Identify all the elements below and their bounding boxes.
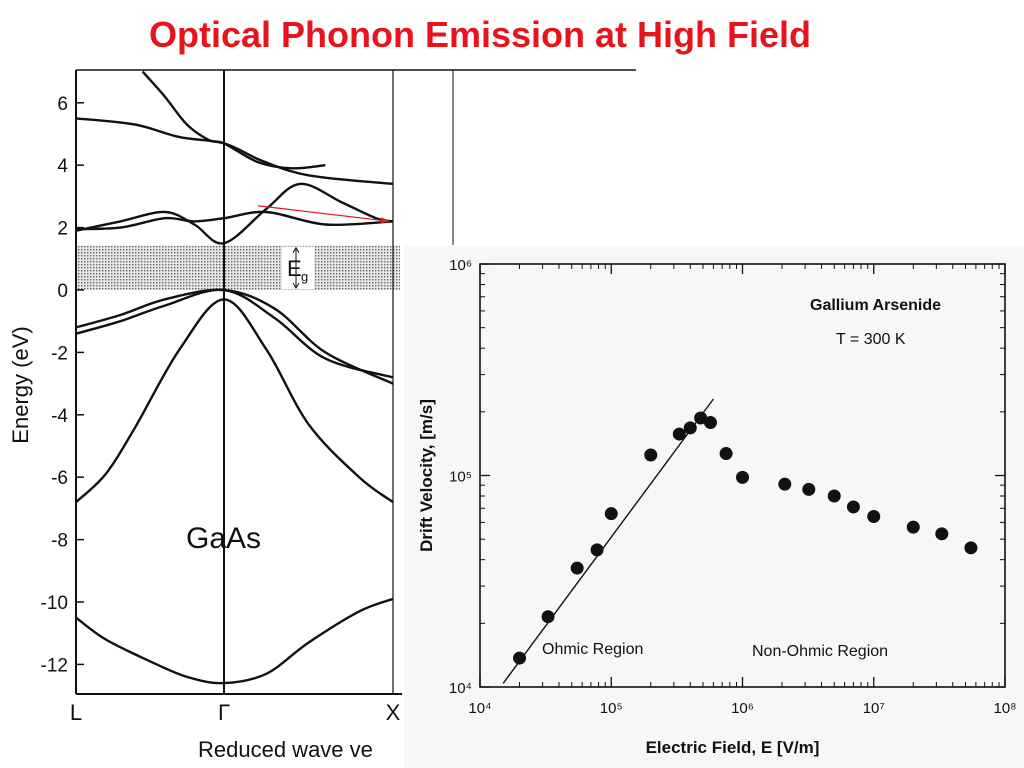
velocity-chart-panel: 10⁴ 10⁵ 10⁶ 10⁷ 10⁸ 10⁴ 10⁵ 10⁶ Electric Field, … [404, 246, 1024, 768]
band-x-tick-label: Γ [218, 700, 230, 725]
band-x-axis-label: Reduced wave ve [198, 737, 373, 762]
band-y-tick-label: 4 [57, 156, 68, 177]
band-curve-4 [76, 288, 394, 385]
vel-x-tick-label: 10⁸ [993, 700, 1016, 717]
vel-x-tick-label: 10⁶ [731, 700, 754, 717]
vel-data-point [644, 448, 658, 462]
vel-y-axis-label: Drift Velocity, [m/s] [417, 399, 436, 552]
vel-data-point [590, 543, 604, 557]
vel-data-point [541, 610, 555, 624]
vel-data-point [703, 416, 717, 430]
vel-x-axis-label: Electric Field, E [V/m] [646, 738, 820, 757]
band-curve-7 [76, 117, 394, 186]
band-y-tick-label: 6 [57, 94, 68, 115]
transfer-arrow [257, 205, 390, 222]
vel-data-point [802, 482, 816, 496]
vel-data-point [719, 447, 733, 461]
band-y-tick-label: -10 [41, 593, 68, 614]
band-curve-1 [76, 597, 394, 685]
vel-data-point [513, 651, 527, 665]
band-x-tick-label: L [70, 700, 82, 725]
band-y-axis-label: Energy (eV) [8, 326, 33, 443]
non-ohmic-region-label: Non-Ohmic Region [752, 643, 888, 660]
drift-velocity-chart: 10⁴ 10⁵ 10⁶ 10⁷ 10⁸ 10⁴ 10⁵ 10⁶ Electric Field, … [417, 257, 1017, 757]
band-y-tick-label: -6 [51, 468, 68, 489]
band-curves [76, 70, 394, 685]
band-curve-2 [76, 298, 394, 504]
gap-label-box [282, 246, 314, 289]
vel-data-point [964, 541, 978, 555]
vel-data-point [935, 527, 949, 541]
band-gap-region [76, 245, 400, 290]
vel-chart-subtitle: T = 300 K [836, 331, 906, 348]
band-y-tick-label: -12 [41, 655, 68, 676]
band-y-tick-label: 0 [57, 281, 68, 302]
vel-x-tick-label: 10⁵ [600, 700, 623, 717]
vel-y-tick-label: 10⁶ [449, 257, 472, 274]
vel-x-tick-label: 10⁴ [468, 700, 491, 717]
band-y-tick-label: 2 [57, 219, 68, 240]
ohmic-fit-line [502, 398, 714, 684]
ohmic-region-label: Ohmic Region [542, 641, 643, 658]
vel-data-point [906, 520, 920, 534]
band-y-tick-label: -2 [51, 343, 68, 364]
band-x-tick-label: X [386, 700, 401, 725]
vel-x-tick-label: 10⁷ [863, 700, 885, 717]
vel-data-point [694, 411, 708, 425]
vel-data-point [846, 500, 860, 514]
vel-data-point [827, 489, 841, 503]
vel-data-point [736, 470, 749, 484]
band-y-tick-label: -8 [51, 531, 68, 552]
band-curve-6 [76, 210, 394, 231]
slide-title: Optical Phonon Emission at High Field [148, 14, 812, 55]
vel-data-point [867, 509, 881, 523]
gap-label-sub: g [301, 269, 308, 284]
vel-y-tick-label: 10⁵ [449, 469, 472, 486]
vel-data-point [672, 427, 686, 441]
gap-arrow-head-bottom [292, 282, 300, 289]
band-curve-8 [141, 70, 326, 170]
vel-data-point [570, 561, 584, 575]
gap-arrow-head-top [292, 246, 300, 253]
band-y-tick-label: -4 [51, 406, 68, 427]
vel-data-point [778, 477, 792, 491]
vel-data-point [683, 421, 697, 435]
transfer-arrow-head [380, 217, 390, 224]
material-label: GaAs [186, 522, 261, 555]
vel-y-tick-label: 10⁴ [449, 680, 472, 697]
vel-chart-title: Gallium Arsenide [810, 297, 941, 314]
gap-label: E [287, 256, 302, 281]
band-curve-5 [76, 182, 394, 245]
vel-data-point [604, 507, 618, 521]
